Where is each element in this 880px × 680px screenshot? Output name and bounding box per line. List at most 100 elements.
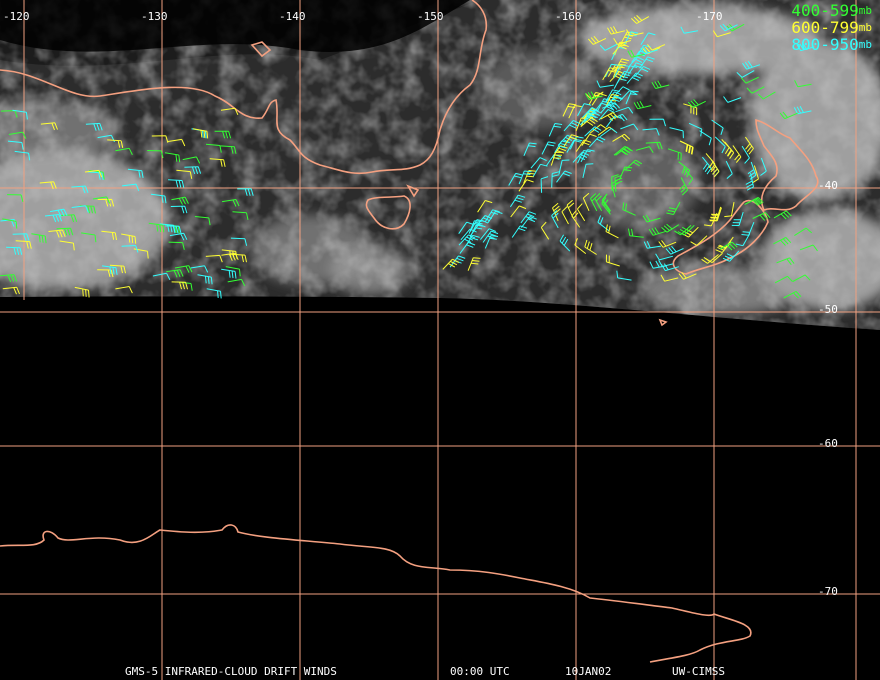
wind-barb [645,141,663,150]
wind-barb [627,49,646,58]
wind-barb [193,128,209,139]
wind-barb [206,288,222,299]
wind-barb [520,211,537,224]
wind-barb [757,91,776,100]
wind-barb [165,225,182,234]
wind-barb [148,222,165,233]
wind-barb [678,272,697,280]
wind-barb [566,139,582,153]
wind-barb [571,209,581,228]
longitude-label: -120 [3,10,30,23]
wind-barb [71,185,89,194]
wind-barb [613,145,632,156]
wind-barb [583,109,597,124]
wind-barb [588,35,607,45]
footer-time: 00:00 UTC [450,665,510,678]
wind-barb [482,230,499,243]
wind-barb [626,29,644,37]
wind-barb [625,90,639,105]
wind-barb [599,127,618,138]
wind-barb [635,146,654,154]
wind-barb [642,128,660,136]
wind-barb [640,46,659,55]
wind-barb [794,80,812,88]
wind-barb [647,44,666,51]
wind-barb [660,274,679,282]
wind-barb [168,241,185,250]
legend-range: 800-950 [791,35,858,54]
wind-barb [601,102,620,111]
wind-barb [458,221,474,234]
wind-barb [596,80,614,88]
wind-barb [643,240,662,249]
wind-barb [718,236,734,249]
wind-barb [792,274,811,282]
wind-barb [540,221,550,240]
wind-barb [613,37,631,45]
wind-barb [612,63,626,78]
wind-barb [607,64,623,77]
wind-barb [605,94,619,108]
wind-barb [601,197,611,215]
wind-barb [169,232,188,241]
wind-barb [627,56,645,68]
wind-barb [658,240,677,248]
coastlines [0,0,819,663]
wind-barb [746,86,765,94]
wind-barb [722,250,740,262]
legend-unit: mb [859,21,872,34]
wind-barb [628,228,644,238]
wind-barb [773,210,792,220]
wind-barb [97,198,115,207]
wind-barb [561,206,569,225]
wind-barb [147,150,164,159]
wind-barb [509,194,526,208]
wind-barb [521,216,537,228]
wind-barb [168,179,185,188]
wind-barb [220,107,239,116]
wind-barb [167,138,186,147]
wind-barb [222,199,240,207]
wind-barb [442,258,460,270]
wind-barb [171,281,188,290]
latitude-label: -60 [818,437,838,450]
wind-barb [677,224,695,236]
wind-barb [39,181,57,190]
wind-barb [679,177,689,196]
wind-barb [205,254,223,263]
wind-barb [511,225,528,238]
wind-barb [85,122,103,131]
wind-barb [744,136,754,155]
wind-barb [648,227,667,236]
legend-entry: 800-950mb [791,35,872,54]
legend-range: 600-799 [791,18,858,37]
wind-barb [121,245,139,253]
wind-barb [619,90,637,102]
wind-barb [59,240,75,251]
wind-barb [554,140,569,154]
wind-barb [741,222,755,236]
wind-barb [705,153,716,171]
wind-barbs [0,15,818,299]
wind-barb [773,236,792,246]
wind-barb [552,145,568,158]
wind-barb [719,241,738,251]
wind-barb [665,245,684,255]
wind-barb [681,226,699,238]
wind-barb [661,223,680,233]
wind-barb [107,139,124,149]
wind-barb [742,60,761,70]
wind-barb [133,248,149,259]
wind-barb [680,26,698,34]
wind-barb [510,205,527,218]
wind-barb [151,135,169,143]
wind-barb [600,112,619,121]
wind-barb [92,196,111,204]
wind-barb [580,117,598,127]
wind-barb [174,265,193,273]
legend: 400-599mb 600-799mb 800-950mb [791,1,872,54]
wind-barb [467,257,481,271]
wind-barb [109,264,126,274]
